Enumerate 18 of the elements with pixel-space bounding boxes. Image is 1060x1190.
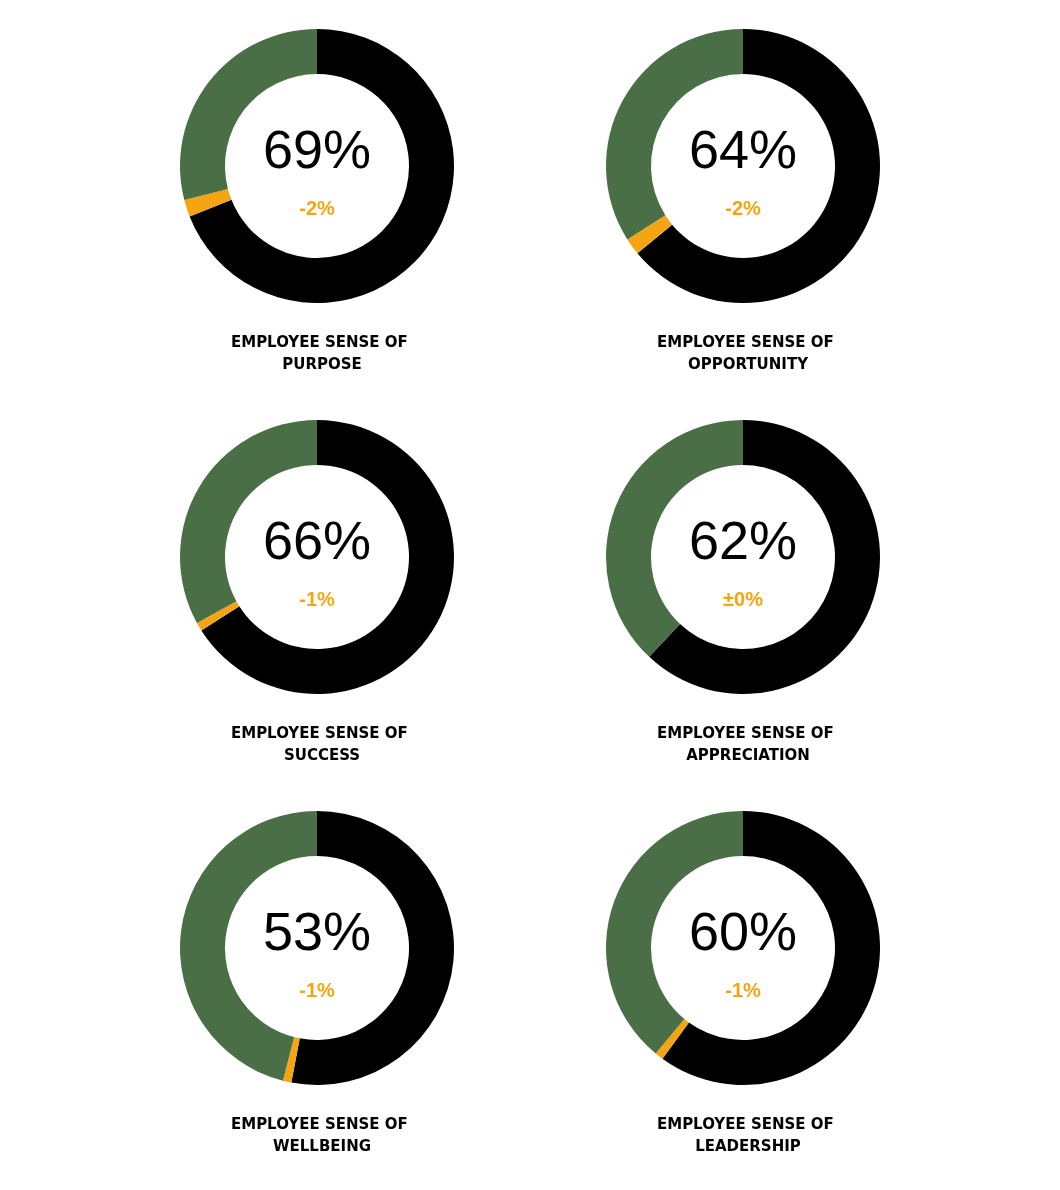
text: 66% <box>262 510 372 570</box>
text: EMPLOYEE SENSE OF SUCCESS <box>230 724 414 764</box>
text: -1% <box>299 588 335 610</box>
text: EMPLOYEE SENSE OF WELLBEING <box>230 1115 414 1155</box>
text: 53% <box>262 901 372 961</box>
text: -2% <box>725 197 761 219</box>
text: -2% <box>299 197 335 219</box>
text: -1% <box>299 979 335 1001</box>
text: 60% <box>688 901 798 961</box>
text: EMPLOYEE SENSE OF PURPOSE <box>230 333 414 373</box>
text: EMPLOYEE SENSE OF APPRECIATION <box>656 724 840 764</box>
text: ±0% <box>723 588 764 610</box>
text: EMPLOYEE SENSE OF LEADERSHIP <box>656 1115 840 1155</box>
text: 62% <box>688 510 798 570</box>
text: EMPLOYEE SENSE OF OPPORTUNITY <box>656 333 840 373</box>
text: -1% <box>725 979 761 1001</box>
text: 64% <box>688 119 798 179</box>
text: 69% <box>262 119 372 179</box>
